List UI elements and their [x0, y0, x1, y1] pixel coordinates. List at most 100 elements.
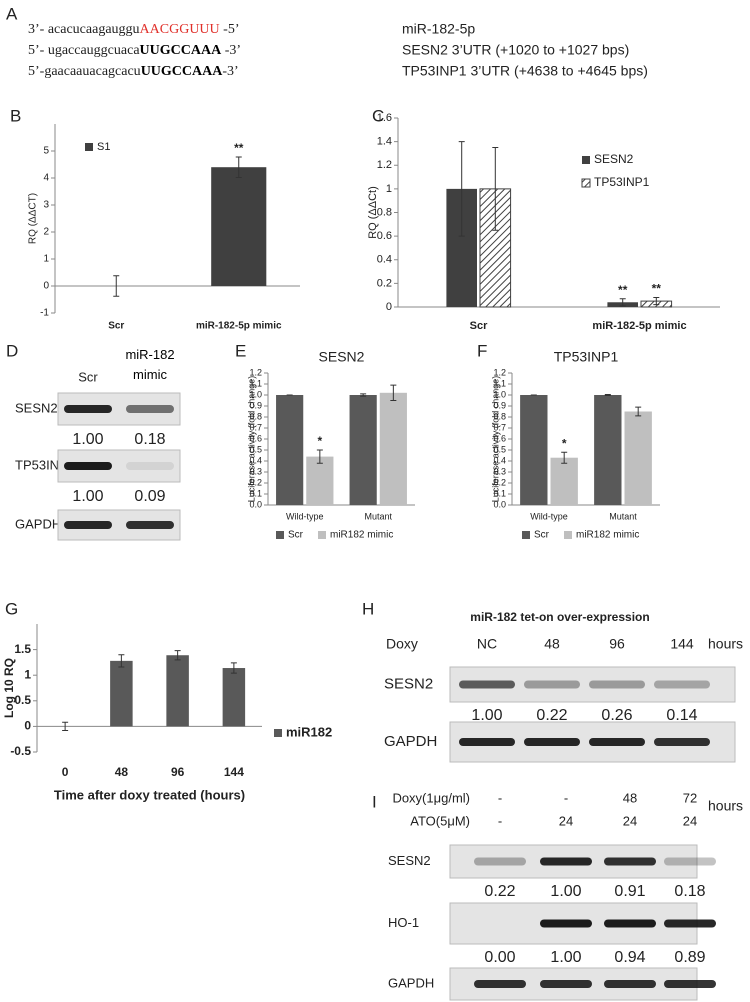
blot-band — [64, 521, 112, 529]
legend-label: miR182 mimic — [330, 530, 393, 541]
significance: * — [318, 434, 323, 448]
y-tick-label: -1 — [40, 308, 49, 319]
bar — [520, 395, 548, 505]
condition-label: ATO(5μM) — [410, 813, 470, 828]
legend-swatch — [564, 531, 572, 539]
error-bar — [316, 449, 323, 464]
y-tick-label: 1.2 — [493, 367, 506, 377]
y-tick-label: 1 — [43, 254, 49, 265]
bar — [594, 395, 622, 505]
blot-membrane — [57, 449, 181, 483]
blot-band — [459, 680, 515, 689]
significance: ** — [652, 282, 662, 296]
blot-band — [126, 405, 174, 413]
y-tick-label: 0.3 — [249, 466, 262, 476]
x-tick-label: Mutant — [364, 511, 392, 521]
legend-label: miR182 mimic — [576, 530, 639, 541]
condition-label: Doxy(1μg/ml) — [392, 790, 470, 805]
y-tick-label: 0.6 — [249, 433, 262, 443]
y-axis-title: Luciferase activity (fold change) — [490, 376, 500, 503]
x-tick-label: 96 — [171, 765, 185, 779]
blot-band — [654, 680, 710, 689]
legend-swatch — [85, 143, 93, 151]
y-tick-label: 0.7 — [249, 422, 262, 432]
error-bar — [390, 384, 397, 401]
band-quantification: 1.00 — [72, 431, 103, 448]
lane-label: Scr — [78, 369, 98, 384]
sequence-seed: AACGGUUU — [140, 22, 220, 37]
blot-band — [64, 405, 112, 413]
y-tick-label: 1.0 — [249, 389, 262, 399]
error-bar — [118, 654, 125, 668]
band-quantification: 0.14 — [666, 707, 697, 724]
sequence-start: 3’- acacucaagauggu — [28, 22, 140, 37]
legend-swatch — [581, 178, 591, 188]
x-tick-label: 48 — [115, 765, 129, 779]
x-tick-label: Scr — [108, 321, 124, 332]
blot-band — [664, 919, 716, 928]
bar — [624, 411, 652, 505]
y-tick-label: 0.8 — [377, 206, 392, 218]
error-bar — [604, 393, 611, 397]
condition-value: 48 — [623, 790, 637, 805]
blot-band — [459, 738, 515, 746]
sequence-end: -3’ — [221, 43, 241, 58]
band-quantification: 0.22 — [536, 707, 567, 724]
bar — [379, 392, 407, 505]
y-tick-label: 0.7 — [493, 422, 506, 432]
y-tick-label: 0.8 — [249, 411, 262, 421]
lane-label-text: miR-182 mimic — [125, 347, 175, 382]
blot-band — [540, 919, 592, 928]
sequence: 5’- ugaccauggcuacaUUGCCAAA -3’ — [28, 43, 241, 58]
y-tick-label: 0.9 — [249, 400, 262, 410]
y-tick-label: 1.1 — [249, 378, 262, 388]
sequence-label: miR-182-5p — [402, 21, 475, 37]
chart-title: TP53INP1 — [554, 349, 619, 365]
panel-label: I — [372, 792, 377, 811]
lane-label: 96 — [609, 636, 625, 652]
bar — [276, 395, 304, 505]
band-quantification: 0.22 — [484, 883, 515, 900]
y-tick-label: 3 — [43, 200, 49, 211]
lane-label: 144 — [670, 636, 694, 652]
bar — [211, 167, 267, 286]
legend-swatch — [318, 531, 326, 539]
legend-swatch — [274, 729, 282, 737]
y-tick-label: 0.0 — [493, 499, 506, 509]
bar — [550, 457, 578, 505]
y-tick-label: 1.1 — [493, 378, 506, 388]
blot-band — [604, 980, 656, 988]
y-tick-label: 0.6 — [377, 230, 392, 242]
blot-row-label: SESN2 — [388, 853, 431, 868]
blot-row-label: GAPDH — [384, 733, 437, 750]
band-quantification: 0.91 — [614, 883, 645, 900]
x-tick-label: Mutant — [609, 511, 637, 521]
error-bar — [619, 298, 626, 307]
band-quantification: 0.26 — [601, 707, 632, 724]
y-tick-label: 0.1 — [249, 488, 262, 498]
y-tick-label: 0.3 — [493, 466, 506, 476]
blot-row-label: HO-1 — [388, 915, 419, 930]
y-tick-label: 5 — [43, 146, 49, 157]
sequence-label: TP53INP1 3’UTR (+4638 to +4645 bps) — [402, 63, 648, 79]
lane-label: miR-182 mimic — [125, 347, 175, 382]
x-tick-label: Wild-type — [530, 511, 568, 521]
band-quantification: 1.00 — [471, 707, 502, 724]
bar — [166, 655, 189, 727]
condition-value: - — [564, 790, 568, 805]
sequence-end: -3’ — [222, 64, 238, 79]
y-axis-title: Luciferase activity (fold change) — [246, 376, 256, 503]
error-bar — [230, 662, 237, 674]
band-quantification: 0.94 — [614, 949, 645, 966]
y-tick-label: 0.8 — [493, 411, 506, 421]
y-tick-label: 0.2 — [377, 277, 392, 289]
x-axis-title: Time after doxy treated (hours) — [54, 787, 245, 802]
legend-swatch — [582, 156, 590, 164]
y-tick-label: 0 — [386, 301, 392, 313]
y-tick-label: 1.2 — [249, 367, 262, 377]
blot-band — [589, 738, 645, 746]
blot-band — [604, 857, 656, 866]
blot-band — [654, 738, 710, 746]
y-tick-label: 0.4 — [493, 455, 506, 465]
blot-row-label: SESN2 — [384, 675, 433, 692]
